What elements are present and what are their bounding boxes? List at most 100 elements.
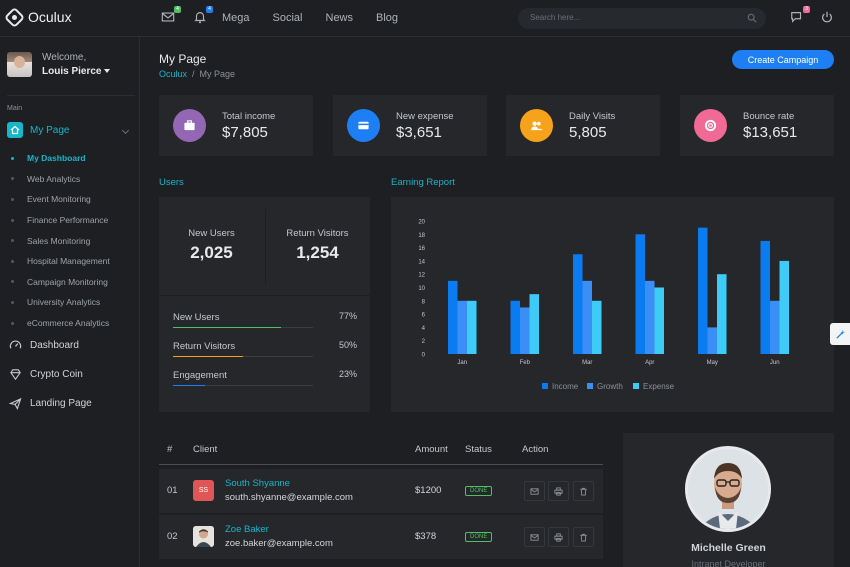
submenu-label: Finance Performance [27, 215, 109, 226]
bar-expense-jan [467, 300, 477, 354]
print-button[interactable] [548, 481, 569, 501]
support-icon [694, 109, 727, 142]
user-box: Welcome, Louis Pierce [7, 52, 111, 77]
y-tick-label: 16 [418, 246, 425, 252]
breadcrumb-root-link[interactable]: Oculux [159, 69, 188, 79]
bar-expense-feb [529, 294, 539, 354]
y-tick-label: 10 [418, 286, 425, 292]
progress-fill [173, 327, 281, 328]
legend-swatch [587, 383, 593, 389]
nav-link-social[interactable]: Social [272, 12, 303, 24]
home-icon [7, 122, 23, 138]
bar-expense-mar [592, 300, 602, 354]
submenu-item-sales-monitoring[interactable]: Sales Monitoring [11, 230, 110, 251]
sidebar-item-my-page[interactable]: My Page [7, 122, 131, 138]
avatar [7, 52, 32, 77]
submenu-label: eCommerce Analytics [27, 318, 110, 329]
bar-income-may [698, 227, 708, 354]
print-button[interactable] [548, 527, 569, 547]
top-navbar: Oculux 4 4 Mega Social News Blog 3 [0, 0, 850, 37]
submenu-item-hospital-management[interactable]: Hospital Management [11, 251, 110, 272]
row-number: 02 [167, 531, 178, 542]
bullet-icon [11, 239, 14, 243]
earning-report-chart: 0 2 4 6 8 10 12 14 16 18 20 Jan Feb Mar Apr May Jun Incom… [418, 220, 789, 391]
paper-plane-icon [7, 395, 23, 411]
briefcase-icon [173, 109, 206, 142]
email-button[interactable] [524, 527, 545, 547]
kpi-label: Return Visitors [286, 228, 349, 239]
legend-swatch [633, 383, 639, 389]
search-input[interactable] [530, 13, 730, 22]
bar-growth-feb [520, 307, 530, 354]
logo-icon [3, 6, 26, 28]
row-number: 01 [167, 485, 178, 496]
y-tick-label: 18 [418, 233, 425, 239]
search-box [518, 8, 766, 29]
search-icon[interactable] [747, 13, 757, 23]
bell-icon [194, 12, 206, 24]
y-tick-label: 0 [422, 353, 426, 359]
sidebar-item-dashboard[interactable]: Dashboard [7, 337, 79, 353]
bar-growth-may [707, 327, 717, 354]
legend-label: Growth [597, 382, 623, 391]
submenu: My Dashboard Web Analytics Event Monitor… [11, 148, 110, 333]
submenu-label: University Analytics [27, 297, 101, 308]
y-tick-label: 12 [418, 273, 425, 279]
email-button[interactable] [524, 481, 545, 501]
client-email: south.shyanne@example.com [225, 492, 353, 503]
stat-value: $13,651 [743, 123, 798, 141]
divider [159, 295, 370, 296]
legend-swatch [542, 383, 548, 389]
profile-card: Michelle Green Intranet Developer [623, 433, 834, 567]
mail-button[interactable]: 4 [161, 6, 181, 26]
delete-button[interactable] [573, 481, 594, 501]
legend-label: Income [552, 382, 579, 391]
app-logo[interactable]: Oculux [3, 6, 72, 28]
nav-link-mega[interactable]: Mega [222, 12, 250, 24]
client-name-link[interactable]: South Shyanne [225, 478, 290, 489]
kpi-label: New Users [188, 228, 235, 239]
submenu-item-university-analytics[interactable]: University Analytics [11, 292, 110, 313]
submenu-item-my-dashboard[interactable]: My Dashboard [11, 148, 110, 169]
nav-link-news[interactable]: News [325, 12, 354, 24]
user-menu-toggle[interactable]: Louis Pierce [42, 66, 111, 77]
users-panel: New Users 2,025 Return Visitors 1,254 Ne… [159, 197, 370, 412]
progress-value: 77% [338, 311, 357, 321]
breadcrumb-current: My Page [199, 69, 236, 79]
notifications-button[interactable]: 4 [193, 6, 213, 26]
speedometer-icon [7, 337, 23, 353]
progress-fill [173, 356, 243, 357]
theme-settings-button[interactable] [830, 323, 850, 345]
divider [7, 95, 135, 96]
profile-avatar [685, 446, 771, 532]
submenu-item-event-monitoring[interactable]: Event Monitoring [11, 189, 110, 210]
submenu-label: Web Analytics [27, 173, 81, 184]
bullet-icon [11, 280, 14, 284]
welcome-text: Welcome, [42, 52, 87, 63]
progress-label: Engagement [173, 370, 227, 381]
chat-button[interactable]: 3 [790, 6, 810, 26]
status-badge: DONE [465, 532, 493, 542]
bell-badge: 4 [206, 6, 213, 13]
delete-button[interactable] [573, 527, 594, 547]
app-name: Oculux [28, 9, 72, 25]
submenu-item-ecommerce-analytics[interactable]: eCommerce Analytics [11, 313, 110, 334]
chat-badge: 3 [803, 6, 810, 13]
chevron-down-icon [121, 126, 130, 134]
legend-label: Expense [643, 382, 675, 391]
y-tick-label: 2 [422, 339, 426, 345]
submenu-item-campaign-monitoring[interactable]: Campaign Monitoring [11, 272, 110, 293]
sidebar: Welcome, Louis Pierce Main My Page My Da… [0, 37, 140, 567]
nav-link-blog[interactable]: Blog [376, 12, 399, 24]
submenu-item-web-analytics[interactable]: Web Analytics [11, 169, 110, 190]
sidebar-item-landing-page[interactable]: Landing Page [7, 395, 92, 411]
x-tick-label: Apr [645, 360, 654, 366]
stat-value: $3,651 [396, 123, 442, 141]
bullet-icon [11, 156, 14, 160]
create-campaign-button[interactable]: Create Campaign [732, 50, 834, 69]
client-name-link[interactable]: Zoe Baker [225, 524, 269, 535]
sidebar-item-crypto-coin[interactable]: Crypto Coin [7, 366, 83, 382]
power-button[interactable] [820, 10, 836, 26]
x-tick-label: Jun [770, 360, 780, 366]
submenu-item-finance-performance[interactable]: Finance Performance [11, 210, 110, 231]
